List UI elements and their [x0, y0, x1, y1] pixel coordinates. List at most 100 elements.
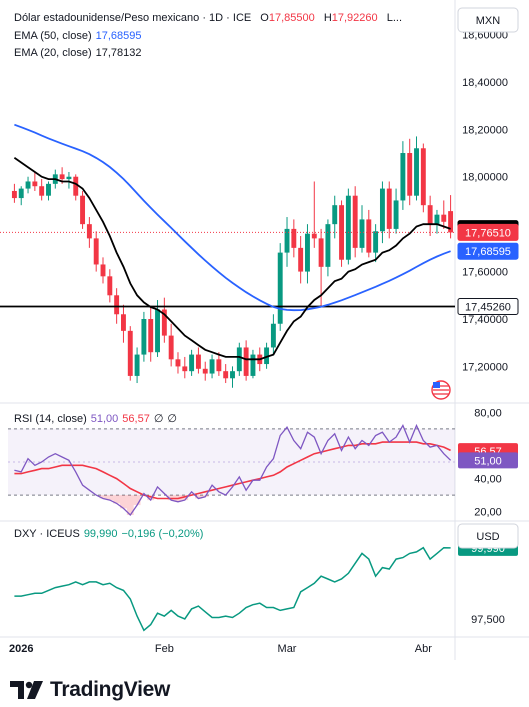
flag-icon[interactable]	[431, 380, 451, 400]
dxy-legend[interactable]: DXY · ICEUS 99,990 −0,196 (−0,20%)	[14, 528, 203, 540]
rsi-label: RSI (14, close)	[14, 413, 87, 425]
currency-badge[interactable]: MXN	[457, 7, 519, 33]
rsi-oversold-fill	[147, 495, 155, 501]
candle-body	[298, 247, 304, 272]
rsi-null-2: ∅	[167, 413, 177, 425]
candle-body	[107, 276, 113, 296]
candle-body	[202, 368, 208, 374]
candle-body	[305, 233, 310, 272]
candle-body	[407, 153, 413, 196]
support-price-tag: 17,45260	[465, 302, 511, 314]
candle-body	[284, 228, 290, 253]
dxy-label: DXY · ICEUS	[14, 528, 80, 540]
candle-body	[18, 188, 24, 199]
candle-body	[325, 224, 331, 267]
candlestick-series	[0, 136, 455, 388]
candle-body	[127, 330, 133, 376]
candle-body	[114, 295, 120, 315]
rsi-oversold-fill	[113, 495, 121, 504]
candle-body	[25, 181, 31, 189]
candle-body	[379, 188, 385, 232]
ema50-price-tag: 17,68595	[465, 246, 511, 258]
ohlc-more: L...	[386, 12, 403, 24]
candle-body	[168, 335, 174, 360]
time-tick-label: 2026	[9, 643, 33, 655]
candle-body	[427, 205, 433, 225]
price-tick-label: 17,40000	[462, 314, 508, 326]
ema50-price-tag-bg	[457, 242, 519, 260]
candle-body	[161, 309, 167, 336]
usd-badge[interactable]: USD	[457, 523, 519, 549]
rsi-null-1: ∅	[153, 413, 164, 425]
candle-body	[236, 347, 242, 372]
ema20-label: EMA (20, close)	[14, 47, 92, 59]
candle-body	[441, 214, 447, 222]
candle-body	[121, 314, 126, 331]
candle-body	[318, 238, 324, 267]
currency-badge-label: MXN	[476, 15, 501, 27]
candle-body	[182, 366, 188, 372]
candle-body	[223, 371, 229, 379]
candle-body	[277, 252, 283, 324]
time-tick-label: Abr	[415, 643, 432, 655]
candle-body	[434, 214, 440, 225]
ohlc-open-value: 17,85500	[268, 12, 315, 24]
candle-body	[230, 371, 235, 379]
candle-body	[270, 323, 276, 348]
rsi-tag-bg	[458, 452, 518, 469]
candle-body	[366, 219, 372, 253]
price-tick-label: 17,60000	[462, 267, 508, 279]
rsi-oversold-fill	[195, 495, 202, 499]
ema50-value: 17,68595	[95, 30, 142, 42]
candle-body	[80, 195, 86, 225]
grid-lines	[0, 0, 529, 660]
dxy-line	[14, 546, 451, 632]
candle-body	[448, 211, 454, 233]
tradingview-brand: TradingView	[50, 678, 171, 701]
rsi-oversold-fill	[106, 495, 114, 501]
rsi-oversold-fill	[120, 495, 127, 509]
ema-lines	[13, 123, 451, 361]
support-price-tag-bg	[457, 298, 519, 316]
candle-body	[386, 188, 392, 229]
candle-body	[32, 181, 38, 187]
rsi-tag: 51,00	[474, 455, 502, 467]
rsi-oversold-fill	[126, 495, 134, 516]
candle-body	[155, 309, 160, 353]
time-axis[interactable]: 2026 Feb Mar Abr	[9, 643, 432, 655]
candle-body	[400, 153, 406, 201]
candle-body	[339, 205, 344, 260]
rsi-tick-label: 80,00	[474, 407, 502, 419]
candle-body	[59, 174, 65, 180]
rsi-oversold-fill	[133, 495, 141, 506]
candle-body	[393, 200, 399, 229]
rsi-legend[interactable]: RSI (14, close) 51,00 56,57 ∅ ∅	[14, 412, 177, 425]
price-tick-label: 17,20000	[462, 361, 508, 373]
candle-body	[66, 176, 72, 180]
candle-body	[332, 205, 338, 225]
symbol-title[interactable]: Dólar estadounidense/Peso mexicano · 1D …	[14, 12, 252, 24]
rsi-tick-label: 40,00	[474, 474, 502, 486]
price-tick-label: 18,40000	[462, 77, 508, 89]
candle-body	[11, 190, 17, 199]
tradingview-logo[interactable]: TradingView	[10, 678, 170, 702]
price-tick-label: 18,00000	[462, 172, 508, 184]
ema20-legend[interactable]: EMA (20, close) 17,78132	[14, 47, 142, 59]
candle-body	[420, 148, 426, 206]
candle-body	[86, 224, 92, 239]
candle-body	[195, 354, 201, 369]
rsi-pane	[8, 423, 455, 517]
rsi-ma-line	[14, 441, 451, 500]
candle-body	[291, 228, 297, 248]
ema50-label: EMA (50, close)	[14, 30, 92, 42]
dxy-change: −0,196 (−0,20%)	[121, 528, 204, 540]
ema50-legend[interactable]: EMA (50, close) 17,68595	[14, 30, 142, 42]
ema50-line	[14, 123, 451, 312]
rsi-ma-value: 56,57	[122, 413, 150, 425]
candle-body	[352, 195, 358, 248]
candle-body	[311, 233, 317, 239]
price-tick-label: 18,20000	[462, 124, 508, 136]
candle-body	[134, 354, 140, 376]
candle-body	[414, 148, 419, 196]
